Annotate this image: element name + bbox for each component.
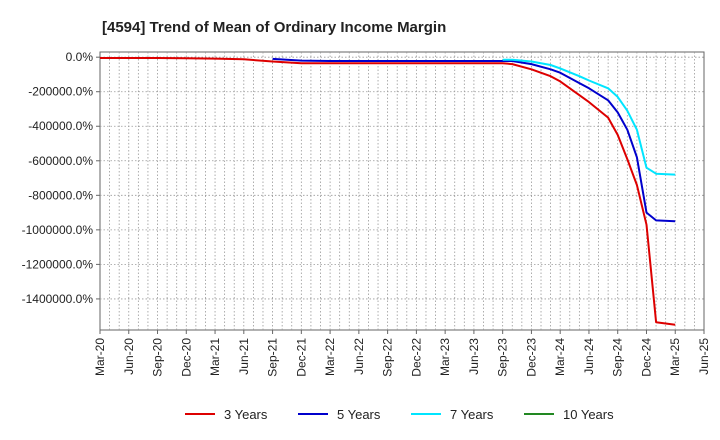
x-axis: Mar-20 Jun-20 Sep-20 Dec-20 Mar-21 Jun-21 Sep-… <box>93 330 711 377</box>
y-tick-label: -800000.0% <box>28 188 93 202</box>
x-tick-label: Sep-20 <box>151 338 165 377</box>
y-tick-label: -1000000.0% <box>22 223 94 237</box>
legend-label-3-years: 3 Years <box>224 407 268 422</box>
x-tick-label: Mar-24 <box>553 338 567 376</box>
y-tick-label: -200000.0% <box>28 85 93 99</box>
series-line-5-years <box>272 57 676 223</box>
series-lines <box>100 57 676 326</box>
x-tick-label: Jun-21 <box>237 338 251 375</box>
legend-label-5-years: 5 Years <box>337 407 381 422</box>
x-tick-label: Mar-22 <box>323 338 337 376</box>
series-line-3-years <box>100 57 676 326</box>
y-tick-label: 0.0% <box>66 50 94 64</box>
horizontal-grid <box>100 56 704 300</box>
y-tick-label: -1200000.0% <box>22 257 94 271</box>
x-tick-label: Dec-24 <box>639 338 653 377</box>
vertical-grid <box>109 52 695 330</box>
x-tick-label: Mar-23 <box>438 338 452 376</box>
x-tick-label: Sep-23 <box>496 338 510 377</box>
legend: 3 Years 5 Years 7 Years 10 Years <box>185 407 614 422</box>
x-tick-label: Jun-20 <box>122 338 136 375</box>
legend-label-10-years: 10 Years <box>563 407 614 422</box>
x-tick-label: Sep-21 <box>266 338 280 377</box>
x-tick-label: Dec-23 <box>524 338 538 377</box>
y-tick-label: -600000.0% <box>28 154 93 168</box>
x-tick-label: Mar-25 <box>668 338 682 376</box>
x-tick-label: Jun-23 <box>467 338 481 375</box>
y-axis: 0.0% -200000.0% -400000.0% -600000.0% -80000… <box>22 50 100 306</box>
x-tick-label: Dec-21 <box>294 338 308 377</box>
x-tick-label: Mar-20 <box>93 338 107 376</box>
y-tick-label: -400000.0% <box>28 119 93 133</box>
y-tick-label: -1400000.0% <box>22 292 94 306</box>
legend-label-7-years: 7 Years <box>450 407 494 422</box>
x-tick-label: Dec-22 <box>409 338 423 377</box>
x-tick-label: Jun-22 <box>352 338 366 375</box>
chart-title: [4594] Trend of Mean of Ordinary Income … <box>102 19 446 36</box>
x-tick-label: Jun-25 <box>697 338 711 375</box>
x-tick-label: Dec-20 <box>179 338 193 377</box>
x-tick-label: Mar-21 <box>208 338 222 376</box>
x-tick-label: Sep-24 <box>611 338 625 377</box>
x-tick-label: Jun-24 <box>582 338 596 375</box>
x-tick-label: Sep-22 <box>381 338 395 377</box>
series-line-7-years <box>502 58 676 176</box>
